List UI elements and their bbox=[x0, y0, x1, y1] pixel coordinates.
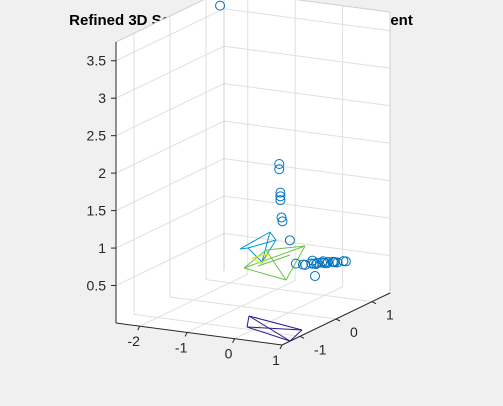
grid-line bbox=[223, 120, 391, 144]
camera-0-edge bbox=[261, 239, 277, 263]
camera-0-edge bbox=[247, 239, 277, 249]
data-point bbox=[332, 257, 343, 268]
x-tick-mark bbox=[184, 332, 188, 337]
camera-3-edge bbox=[248, 315, 303, 331]
y-tick-label: -1 bbox=[314, 341, 327, 357]
camera-2-edge bbox=[251, 253, 269, 259]
x-tick-mark bbox=[279, 344, 283, 350]
camera-1-edge bbox=[243, 245, 306, 269]
data-point bbox=[310, 271, 320, 282]
data-point bbox=[276, 212, 287, 223]
data-point bbox=[284, 235, 295, 246]
grid-line bbox=[223, 233, 391, 257]
z-tick-label: 1 bbox=[98, 240, 106, 256]
camera-1-edge bbox=[265, 249, 287, 281]
data-point bbox=[318, 256, 329, 267]
grid-line bbox=[133, 313, 301, 337]
camera-0-edge bbox=[247, 247, 263, 263]
grid-line bbox=[115, 158, 225, 212]
data-point bbox=[307, 255, 318, 266]
camera-3-edge bbox=[246, 315, 250, 328]
grid-line bbox=[169, 296, 337, 320]
data-point bbox=[328, 256, 339, 267]
x-tick-label: -2 bbox=[127, 333, 140, 349]
y-tick-label: 0 bbox=[350, 324, 358, 340]
grid-line bbox=[115, 83, 225, 137]
data-point bbox=[340, 256, 351, 267]
z-tick-label: 0.5 bbox=[87, 278, 107, 294]
camera-3-edge bbox=[246, 326, 303, 331]
camera-0-edge bbox=[239, 247, 249, 250]
camera-3-edge bbox=[246, 326, 291, 342]
grid-line bbox=[115, 120, 225, 174]
camera-1-edge bbox=[243, 267, 287, 281]
data-point bbox=[322, 256, 333, 267]
x-tick-label: 1 bbox=[272, 352, 280, 368]
z-tick-label: 2.5 bbox=[87, 128, 107, 144]
grid-line bbox=[115, 8, 225, 62]
y-tick-mark bbox=[335, 318, 341, 322]
grid-line bbox=[223, 158, 391, 182]
y-tick-mark bbox=[371, 301, 377, 305]
x-tick-mark bbox=[232, 338, 236, 343]
grid-line bbox=[205, 279, 373, 303]
camera-3-edge bbox=[289, 329, 303, 342]
camera-1-edge bbox=[285, 245, 306, 281]
grid-line bbox=[223, 83, 391, 107]
y-tick-mark bbox=[299, 335, 305, 339]
back-wall-pane bbox=[224, 0, 390, 293]
data-point bbox=[277, 216, 288, 227]
data-point bbox=[311, 259, 322, 270]
box-edge bbox=[115, 0, 205, 43]
data-point bbox=[275, 195, 286, 206]
x-tick-label: -1 bbox=[175, 339, 188, 355]
x-axis-line bbox=[115, 322, 283, 346]
grid-line bbox=[223, 45, 391, 69]
camera-1-edge bbox=[243, 249, 267, 269]
grid-line bbox=[115, 45, 225, 99]
camera-1-edge bbox=[265, 245, 306, 251]
camera-2-edge bbox=[251, 257, 263, 265]
z-tick-label: 1.5 bbox=[87, 203, 107, 219]
y-tick-label: 1 bbox=[386, 307, 394, 323]
z-tick-label: 3.5 bbox=[87, 53, 107, 69]
data-point bbox=[312, 257, 323, 268]
z-tick-label: 3 bbox=[98, 90, 106, 106]
box-edge bbox=[295, 0, 391, 13]
axes-3d bbox=[111, 0, 391, 350]
data-point bbox=[300, 259, 311, 270]
data-point bbox=[290, 258, 301, 269]
grid-line bbox=[115, 233, 225, 286]
grid-line bbox=[223, 8, 391, 32]
camera-0-edge bbox=[269, 231, 277, 241]
z-tick-label: 2 bbox=[98, 165, 106, 181]
data-point bbox=[275, 191, 286, 202]
camera-0-edge bbox=[261, 231, 271, 263]
camera-0-edge bbox=[239, 231, 271, 250]
point-cloud bbox=[215, 0, 351, 282]
tick-labels: -2 -1 0 1 -1 0 1 0.5 1 1.5 2 2.5 3 3.5 bbox=[87, 53, 394, 368]
data-point bbox=[274, 164, 285, 175]
camera-2-edge bbox=[261, 253, 269, 265]
x-tick-label: 0 bbox=[225, 346, 233, 362]
x-tick-mark bbox=[137, 325, 141, 331]
camera-1-edge bbox=[257, 254, 291, 267]
camera-frustums bbox=[239, 231, 306, 342]
data-point bbox=[274, 159, 285, 170]
data-point bbox=[215, 0, 226, 11]
data-point bbox=[275, 187, 286, 198]
grid-line bbox=[223, 195, 391, 219]
grid-line bbox=[115, 195, 225, 249]
